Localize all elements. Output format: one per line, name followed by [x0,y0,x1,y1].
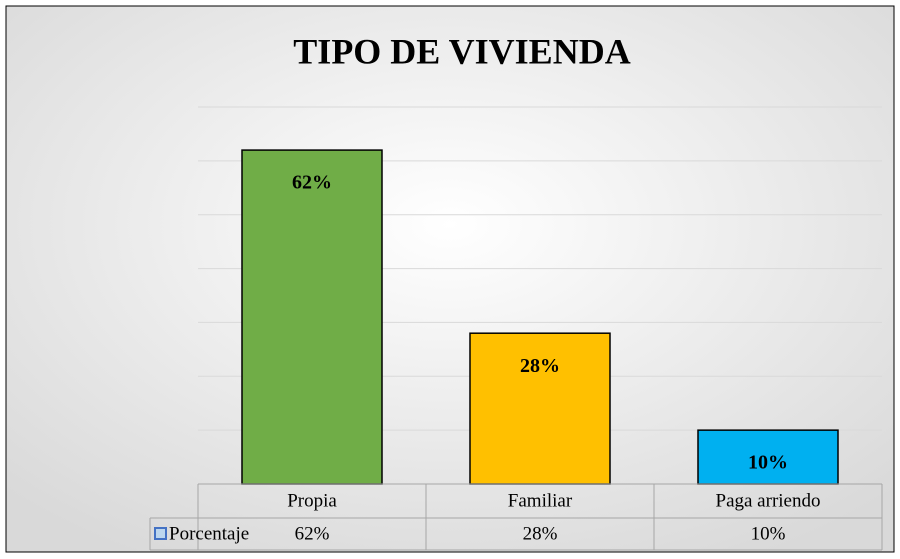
table-value: 28% [523,523,558,544]
chart-title: TIPO DE VIVIENDA [293,31,630,71]
data-label: 62% [292,172,332,194]
x-tick-label: Propia [287,490,337,511]
bar [241,149,383,485]
x-tick-label: Paga arriendo [716,490,821,511]
legend-swatch [154,527,167,540]
legend-label: Porcentaje [169,523,249,544]
x-tick-label: Familiar [508,490,573,511]
bar [469,332,611,485]
bar [697,429,839,485]
data-label: 28% [520,355,560,377]
table-value: 10% [751,523,786,544]
table-value: 62% [295,523,330,544]
data-label: 10% [748,452,788,474]
